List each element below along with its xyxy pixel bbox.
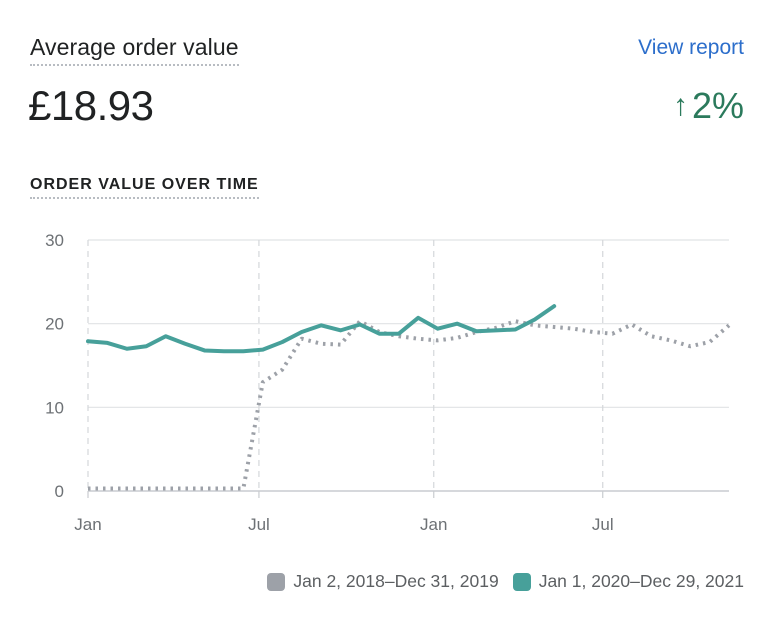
y-tick-label: 0	[55, 482, 64, 501]
arrow-up-icon: ↑	[672, 89, 688, 122]
average-order-value: £18.93	[28, 82, 154, 129]
chart-series	[86, 304, 731, 491]
y-tick-label: 10	[45, 398, 64, 417]
chart-title: ORDER VALUE OVER TIME	[30, 174, 259, 199]
x-tick-label: Jan	[420, 515, 447, 534]
change-indicator: ↑ 2%	[673, 84, 744, 128]
x-tick-label: Jul	[592, 515, 614, 534]
chart-axes: 0 10 20 30 Jan Jul Jan Jul	[45, 231, 614, 534]
x-tick-label: Jan	[74, 515, 101, 534]
chart-legend: Jan 2, 2018–Dec 31, 2019 Jan 1, 2020–Dec…	[257, 571, 744, 592]
legend-item-current[interactable]: Jan 1, 2020–Dec 29, 2021	[512, 571, 744, 592]
legend-swatch-current	[512, 572, 531, 591]
view-report-link[interactable]: View report	[638, 36, 744, 59]
y-tick-label: 20	[45, 315, 64, 334]
legend-label-previous: Jan 2, 2018–Dec 31, 2019	[293, 571, 499, 591]
legend-swatch-previous	[267, 572, 286, 591]
card-title: Average order value	[30, 32, 239, 66]
chart-grid	[87, 239, 729, 498]
series-line-previous	[88, 319, 731, 491]
change-value: 2%	[691, 85, 744, 126]
legend-item-previous[interactable]: Jan 2, 2018–Dec 31, 2019	[267, 571, 499, 592]
x-tick-label: Jul	[248, 515, 270, 534]
legend-label-current: Jan 1, 2020–Dec 29, 2021	[538, 571, 744, 591]
y-tick-label: 30	[45, 231, 64, 250]
series-line-current	[86, 304, 557, 354]
